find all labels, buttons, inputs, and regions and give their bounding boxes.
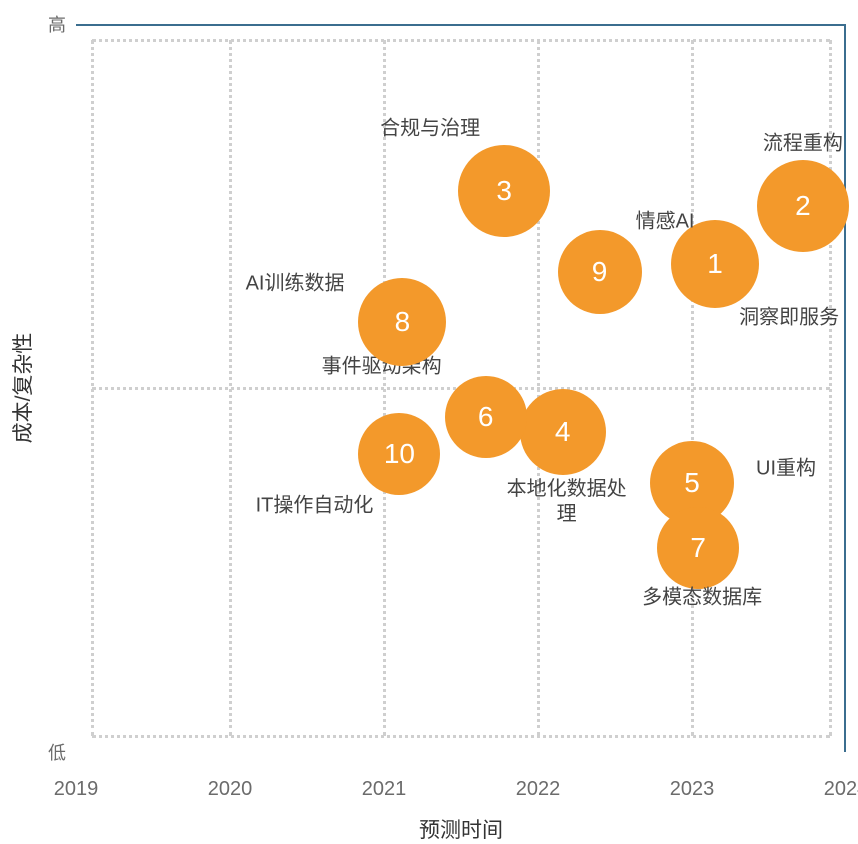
bubble-label-3: 合规与治理 bbox=[380, 117, 480, 142]
x-axis-label: 预测时间 bbox=[419, 814, 503, 844]
x-tick: 2022 bbox=[516, 778, 561, 801]
bubble-label-7: 多模态数据库 bbox=[642, 586, 762, 611]
bubble-label-1: 洞察即服务 bbox=[739, 306, 839, 331]
x-tick: 2019 bbox=[54, 778, 99, 801]
bubble-4: 4 bbox=[520, 389, 606, 475]
y-axis-label: 成本/复杂性 bbox=[7, 333, 37, 444]
bubble-7: 7 bbox=[657, 507, 739, 589]
bubble-2: 2 bbox=[757, 160, 849, 252]
bubble-label-9: 情感AI bbox=[636, 209, 695, 234]
bubble-label-5: UI重构 bbox=[756, 456, 816, 481]
bubble-label-2: 流程重构 bbox=[763, 132, 843, 157]
bubble-9: 9 bbox=[558, 230, 642, 314]
gridline-h bbox=[92, 735, 830, 738]
x-tick: 2020 bbox=[208, 778, 253, 801]
gridline-h bbox=[92, 39, 830, 42]
bubble-8: 8 bbox=[358, 278, 446, 366]
bubble-label-8: AI训练数据 bbox=[246, 272, 345, 297]
bubble-label-10: IT操作自动化 bbox=[256, 493, 374, 518]
x-tick: 2023 bbox=[670, 778, 715, 801]
y-tick: 低 bbox=[46, 739, 66, 765]
bubble-6: 6 bbox=[445, 376, 527, 458]
bubble-quadrant-chart: 成本/复杂性 预测时间 2019 2020 2021 2022 2023 2024 低 高 1… bbox=[0, 0, 858, 844]
bubble-10: 10 bbox=[358, 413, 440, 495]
y-tick: 高 bbox=[46, 11, 66, 37]
bubble-3: 3 bbox=[458, 145, 550, 237]
x-tick: 2024 bbox=[824, 778, 858, 801]
bubble-label-4: 本地化数据处理 bbox=[507, 477, 627, 527]
x-tick: 2021 bbox=[362, 778, 407, 801]
